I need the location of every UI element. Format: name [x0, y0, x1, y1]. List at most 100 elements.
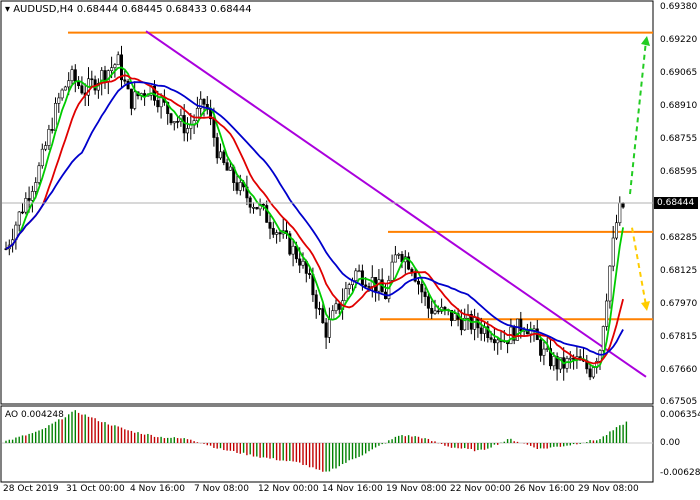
candle-body	[426, 296, 430, 309]
y-tick-label: 0.67815	[660, 332, 698, 342]
x-tick-label: 22 Nov 00:00	[450, 484, 511, 494]
y-tick-label: 0.69220	[660, 35, 698, 45]
candle-body	[545, 348, 549, 350]
candle-body	[159, 97, 163, 108]
candle-body	[156, 100, 160, 108]
candle-body	[473, 317, 477, 330]
candle-body	[228, 166, 232, 171]
descending-trendline	[145, 30, 647, 378]
candle-body	[176, 121, 180, 123]
candle-body	[598, 350, 602, 362]
candle-body	[496, 339, 500, 344]
candle-body	[73, 69, 77, 82]
candle-body	[70, 69, 74, 82]
candle-body	[172, 121, 176, 124]
candle-body	[357, 270, 361, 273]
candle-body	[166, 102, 170, 114]
candle-body	[182, 115, 186, 134]
forecast-down-arrow	[631, 227, 647, 306]
candle-body	[317, 308, 321, 310]
candle-body	[44, 145, 48, 150]
candle-body	[255, 206, 259, 210]
candle-body	[407, 256, 411, 270]
candle-body	[433, 310, 437, 314]
y-tick-label: 0.68595	[660, 167, 698, 177]
candle-body	[614, 222, 618, 239]
candle-body	[24, 198, 28, 213]
candle-body	[436, 310, 440, 313]
candle-body	[90, 78, 94, 81]
candle-body	[47, 129, 51, 146]
candle-body	[219, 151, 223, 159]
candle-body	[113, 64, 117, 68]
y-tick-label: 0.68285	[660, 233, 698, 243]
candle-body	[459, 319, 463, 331]
candle-body	[80, 85, 84, 94]
candle-body	[489, 337, 493, 340]
candle-body	[393, 254, 397, 263]
x-tick-label: 4 Nov 16:00	[130, 484, 185, 494]
candle-body	[377, 279, 381, 292]
candle-body	[308, 273, 312, 275]
candle-body	[143, 93, 147, 97]
candle-body	[238, 182, 242, 191]
candle-body	[334, 303, 338, 312]
candle-body	[189, 124, 193, 129]
candle-body	[565, 358, 569, 369]
candle-body	[67, 80, 71, 88]
candle-body	[50, 129, 54, 131]
candle-body	[20, 211, 24, 214]
y-tick-label: 0.68125	[660, 266, 698, 276]
candle-body	[123, 79, 127, 82]
chart-ohlc: 0.68444 0.68445 0.68433 0.68444	[76, 4, 252, 15]
candle-body	[215, 137, 219, 159]
candle-body	[463, 317, 467, 331]
candle-body	[611, 237, 615, 267]
x-tick-label: 12 Nov 00:00	[258, 484, 319, 494]
y-tick-label: 0.67505	[660, 397, 698, 407]
candle-body	[519, 318, 523, 332]
candle-body	[420, 283, 424, 293]
candle-body	[548, 348, 552, 367]
candle-body	[268, 222, 272, 229]
candle-body	[608, 265, 612, 302]
candle-body	[588, 368, 592, 378]
y-tick-label: 0.69380	[660, 2, 698, 12]
symbol-triangle-icon: ▾	[5, 4, 11, 15]
candle-body	[278, 232, 282, 235]
candle-body	[271, 228, 275, 235]
candle-body	[539, 339, 543, 356]
candle-body	[542, 348, 546, 356]
candle-body	[591, 367, 595, 378]
candle-body	[337, 303, 341, 310]
candle-body	[265, 205, 269, 223]
candle-body	[605, 300, 609, 327]
candle-body	[416, 280, 420, 285]
x-tick-label: 19 Nov 08:00	[386, 484, 447, 494]
candle-body	[133, 91, 137, 109]
current-price-badge: 0.68444	[654, 197, 698, 209]
candle-body	[261, 203, 265, 206]
candle-body	[225, 162, 229, 171]
candle-body	[37, 165, 41, 183]
candle-body	[40, 148, 44, 167]
candle-body	[199, 98, 203, 109]
candle-body	[288, 233, 292, 255]
candle-body	[555, 356, 559, 370]
ao-level-label: 0.00	[660, 438, 681, 448]
candle-body	[492, 339, 496, 344]
x-tick-label: 7 Nov 08:00	[194, 484, 249, 494]
ao-level-label: 0.006354	[660, 410, 700, 420]
candle-body	[552, 356, 556, 367]
candle-body	[558, 357, 562, 370]
candle-body	[515, 318, 519, 341]
candle-body	[621, 202, 625, 208]
candle-body	[443, 306, 447, 310]
candle-body	[212, 118, 216, 138]
y-tick-label: 0.67660	[660, 365, 698, 375]
ma-slow-line	[5, 81, 624, 356]
ao-indicator-label: AO 0.004248	[5, 410, 64, 420]
forecast-down-arrowhead	[641, 301, 650, 311]
candle-body	[430, 308, 434, 314]
